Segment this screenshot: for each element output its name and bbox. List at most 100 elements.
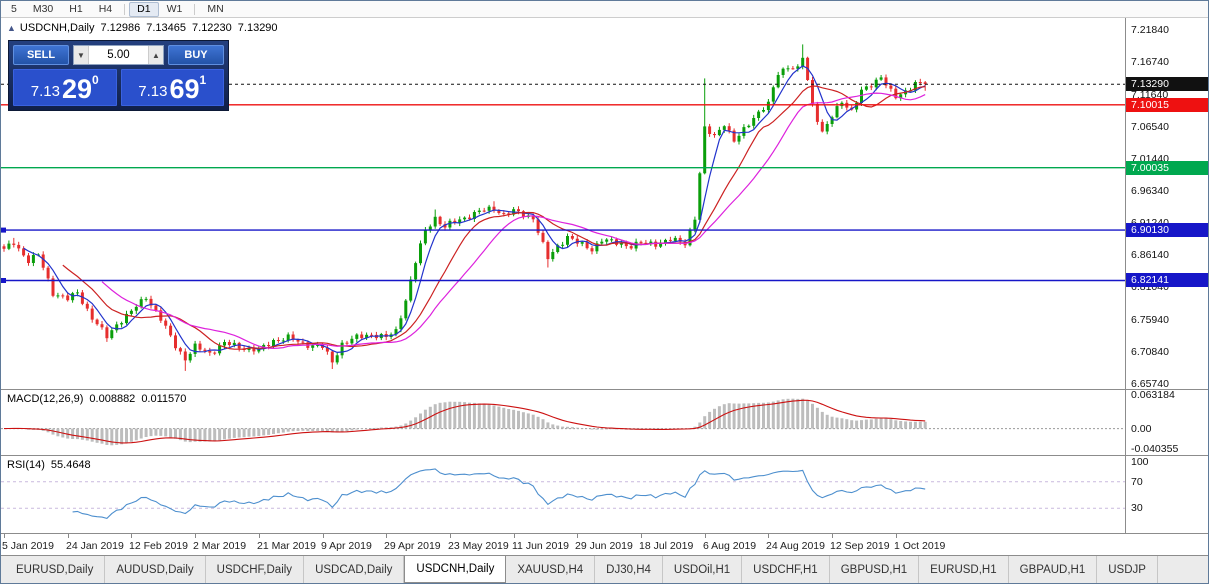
tab-usdoil-h1[interactable]: USDOil,H1: [663, 556, 743, 583]
rsi-tick: 30: [1131, 502, 1143, 514]
price-tick: 7.21840: [1131, 24, 1169, 36]
date-tick: [323, 534, 324, 538]
chart-tabs-bar[interactable]: EURUSD,Daily AUDUSD,Daily USDCHF,Daily USDC…: [1, 556, 1208, 583]
date-tick: [705, 534, 706, 538]
price-tick: 7.06540: [1131, 121, 1169, 133]
timeframe-button-h4[interactable]: H4: [91, 2, 120, 17]
date-label: 5 Jan 2019: [2, 540, 54, 552]
date-tick: [896, 534, 897, 538]
date-tick: [386, 534, 387, 538]
date-label: 12 Sep 2019: [830, 540, 890, 552]
date-label: 12 Feb 2019: [129, 540, 188, 552]
macd-title: MACD(12,26,9): [7, 393, 84, 405]
rsi-line: [72, 468, 926, 520]
hline-handle: [1, 278, 6, 283]
tab-dj30-h4[interactable]: DJ30,H4: [595, 556, 663, 583]
date-label: 6 Aug 2019: [703, 540, 757, 552]
ma-line-5: [23, 65, 926, 354]
rsi-tick: 100: [1131, 456, 1149, 468]
tab-usdchf-h1[interactable]: USDCHF,H1: [742, 556, 830, 583]
tab-usdchf-daily[interactable]: USDCHF,Daily: [206, 556, 305, 583]
volume-decrease-button[interactable]: ▼: [74, 46, 89, 64]
toolbar-separator: [124, 3, 126, 15]
ohlc-low: 7.12230: [192, 22, 232, 34]
sell-price-display[interactable]: 7.13 29 0: [13, 69, 117, 106]
date-label: 9 Apr 2019: [321, 540, 372, 552]
tab-eurusd-h1[interactable]: EURUSD,H1: [919, 556, 1009, 583]
price-tick: 6.75940: [1131, 314, 1169, 326]
price-tag-7.10015: 7.10015: [1126, 98, 1208, 112]
date-label: 21 Mar 2019: [257, 540, 316, 552]
date-tick: [68, 534, 69, 538]
buy-price-frac: 1: [199, 73, 207, 87]
date-label: 24 Jan 2019: [66, 540, 124, 552]
price-chart-plot[interactable]: ▲ USDCNH,Daily 7.12986 7.13465 7.12230 7.1329…: [1, 18, 1125, 389]
tab-xauusd-h4[interactable]: XAUUSD,H4: [506, 556, 596, 583]
date-tick: [195, 534, 196, 538]
timeframe-button-h1[interactable]: H1: [61, 2, 90, 17]
collapse-trade-panel-icon[interactable]: ▲: [7, 23, 16, 33]
timeframe-button-d1[interactable]: D1: [129, 1, 159, 17]
date-label: 1 Oct 2019: [894, 540, 946, 552]
date-tick: [577, 534, 578, 538]
macd-value-main: 0.008882: [89, 393, 136, 405]
macd-label: MACD(12,26,9) 0.008882 0.011570: [7, 393, 186, 405]
date-tick: [259, 534, 260, 538]
date-label: 18 Jul 2019: [639, 540, 694, 552]
tab-usdcnh-daily[interactable]: USDCNH,Daily: [404, 556, 507, 583]
buy-button[interactable]: BUY: [168, 45, 224, 65]
tab-usdcad-daily[interactable]: USDCAD,Daily: [304, 556, 405, 583]
timeframe-button-5[interactable]: 5: [3, 2, 25, 17]
toolbar-separator: [194, 3, 196, 15]
timeframe-button-m30[interactable]: M30: [25, 2, 61, 17]
macd-tick: 0.063184: [1131, 390, 1175, 401]
date-label: 24 Aug 2019: [766, 540, 825, 552]
macd-tick: 0.00: [1131, 423, 1152, 435]
price-tick: 6.96340: [1131, 185, 1169, 197]
sell-price-base: 7.13: [30, 83, 60, 100]
tab-gbpusd-h1[interactable]: GBPUSD,H1: [830, 556, 920, 583]
rsi-title: RSI(14): [7, 459, 45, 471]
price-tag-7.00035: 7.00035: [1126, 161, 1208, 175]
date-label: 23 May 2019: [448, 540, 509, 552]
macd-signal-line: [3, 399, 926, 444]
tab-eurusd-daily[interactable]: EURUSD,Daily: [5, 556, 106, 583]
price-tick: 6.65740: [1131, 378, 1169, 389]
rsi-tick: 70: [1131, 476, 1143, 488]
date-axis: 5 Jan 2019 24 Jan 2019 12 Feb 2019 2 Mar 20…: [1, 534, 1208, 556]
rsi-plot[interactable]: RSI(14) 55.4648: [1, 456, 1125, 533]
tab-audusd-daily[interactable]: AUDUSD,Daily: [105, 556, 206, 583]
volume-input[interactable]: [89, 46, 148, 64]
rsi-axis: 100 70 30: [1125, 456, 1208, 533]
buy-price-display[interactable]: 7.13 69 1: [120, 69, 224, 106]
ohlc-high: 7.13465: [146, 22, 187, 34]
tab-gbpaud-h1[interactable]: GBPAUD,H1: [1009, 556, 1098, 583]
timeframe-button-w1[interactable]: W1: [159, 2, 191, 17]
price-tick: 7.16740: [1131, 56, 1169, 68]
price-tick: 6.86140: [1131, 249, 1169, 261]
chart-title: ▲ USDCNH,Daily 7.12986 7.13465 7.12230 7.1329…: [7, 22, 278, 34]
timeframe-button-mn[interactable]: MN: [199, 2, 231, 17]
price-tag-6.82141: 6.82141: [1126, 273, 1208, 287]
price-chart-panel: ▲ USDCNH,Daily 7.12986 7.13465 7.12230 7.1329…: [1, 18, 1208, 390]
ma-line-21: [101, 92, 926, 350]
candles-layer: [2, 44, 927, 371]
date-tick: [450, 534, 451, 538]
date-label: 11 Jun 2019: [512, 540, 570, 552]
price-tag-6.90130: 6.90130: [1126, 223, 1208, 237]
tab-usdjp[interactable]: USDJP: [1097, 556, 1158, 583]
sell-button[interactable]: SELL: [13, 45, 69, 65]
ohlc-open: 7.12986: [100, 22, 141, 34]
buy-price-pips: 69: [169, 74, 200, 104]
date-tick: [131, 534, 132, 538]
macd-plot[interactable]: MACD(12,26,9) 0.008882 0.011570: [1, 390, 1125, 455]
date-label: 29 Jun 2019: [575, 540, 633, 552]
date-tick: [514, 534, 515, 538]
price-axis: 7.21840 7.16740 7.11640 7.06540 7.01440 6.963…: [1125, 18, 1208, 389]
rsi-panel: RSI(14) 55.4648 100 70 30: [1, 456, 1208, 534]
date-tick: [4, 534, 5, 538]
volume-increase-button[interactable]: ▲: [148, 46, 163, 64]
sell-price-frac: 0: [92, 73, 99, 87]
